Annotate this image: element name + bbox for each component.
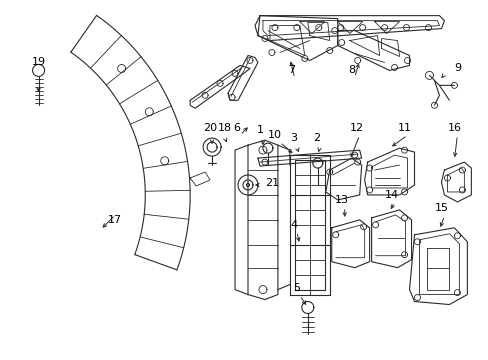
Text: 9: 9 bbox=[453, 63, 460, 73]
Text: 11: 11 bbox=[397, 123, 411, 133]
Text: 4: 4 bbox=[290, 220, 297, 230]
Text: 21: 21 bbox=[264, 178, 279, 188]
Text: 10: 10 bbox=[267, 130, 282, 140]
Text: 5: 5 bbox=[293, 283, 300, 293]
Text: 1: 1 bbox=[256, 125, 263, 135]
Text: 16: 16 bbox=[447, 123, 461, 133]
Text: 12: 12 bbox=[349, 123, 363, 133]
Text: 19: 19 bbox=[31, 58, 45, 67]
Text: 15: 15 bbox=[433, 203, 447, 213]
Text: 3: 3 bbox=[290, 133, 297, 143]
Text: 20: 20 bbox=[203, 123, 217, 133]
Text: 8: 8 bbox=[347, 66, 354, 76]
Text: 6: 6 bbox=[233, 123, 240, 133]
Text: 7: 7 bbox=[288, 66, 295, 76]
Text: 17: 17 bbox=[108, 215, 122, 225]
Text: 18: 18 bbox=[218, 123, 232, 133]
Text: 14: 14 bbox=[384, 190, 398, 200]
Text: 13: 13 bbox=[334, 195, 348, 205]
Text: 2: 2 bbox=[313, 133, 320, 143]
